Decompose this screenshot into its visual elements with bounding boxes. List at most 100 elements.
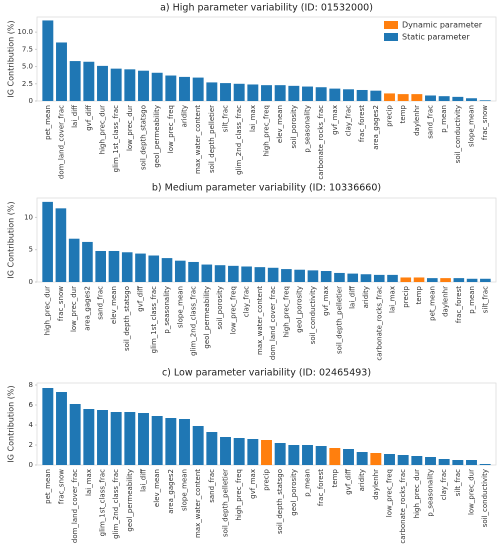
x-tick-label: glim_1st_class_frac bbox=[150, 286, 158, 354]
bar bbox=[274, 85, 286, 101]
x-tick-label: geol_porosity bbox=[296, 286, 304, 333]
plot-frame bbox=[36, 197, 497, 283]
bar bbox=[188, 261, 199, 282]
x-tick-label: silt_frac bbox=[222, 105, 230, 132]
bar bbox=[206, 432, 218, 465]
x-tick-label: p_seasonality bbox=[427, 469, 435, 517]
x-tick-label: low_prec_dur bbox=[126, 105, 134, 151]
bar bbox=[400, 277, 412, 282]
bar bbox=[288, 85, 300, 101]
bar bbox=[138, 413, 149, 465]
bar bbox=[334, 272, 345, 282]
x-tick-label: elev_mean bbox=[153, 469, 161, 507]
bar bbox=[110, 68, 122, 101]
panel-title: a) High parameter variability (ID: 01532… bbox=[160, 3, 373, 14]
y-tick-label: 10.0 bbox=[17, 28, 33, 36]
legend-swatch bbox=[384, 21, 398, 29]
y-tick-label: 4 bbox=[29, 421, 34, 429]
bar bbox=[370, 453, 382, 465]
panel-title: c) Low parameter variability (ID: 024654… bbox=[162, 368, 371, 379]
x-tick-label: lai_max bbox=[389, 286, 397, 313]
x-tick-label: high_prec_dur bbox=[99, 105, 107, 154]
bar bbox=[151, 72, 163, 101]
x-tick-label: elev_mean bbox=[276, 105, 284, 143]
bar bbox=[294, 269, 305, 282]
bar bbox=[274, 443, 286, 465]
bar bbox=[466, 460, 477, 465]
bar bbox=[480, 278, 491, 282]
bar bbox=[151, 416, 163, 465]
x-tick-label: low_prec_dur bbox=[70, 286, 78, 332]
y-tick-label: 0 bbox=[29, 461, 33, 469]
bar bbox=[302, 86, 313, 101]
bar bbox=[427, 278, 438, 282]
bar bbox=[192, 426, 204, 465]
y-tick-label: 0 bbox=[29, 97, 33, 105]
bar bbox=[241, 266, 252, 282]
x-tick-label: gvf_diff bbox=[85, 105, 93, 131]
x-tick-label: geol_porosity bbox=[290, 469, 298, 516]
x-tick-label: high_prec_freq bbox=[235, 469, 243, 521]
y-tick-label: 7.5 bbox=[22, 45, 33, 53]
x-tick-label: soil_conductivity bbox=[481, 469, 489, 527]
y-tick-label: 8 bbox=[29, 381, 33, 389]
x-tick-label: glim_2nd_class_frac bbox=[112, 469, 120, 539]
x-tick-label: geol_permeability bbox=[203, 286, 211, 349]
x-tick-label: slope_mean bbox=[468, 105, 476, 147]
x-tick-label: lai_diff bbox=[71, 105, 79, 128]
bar bbox=[466, 278, 478, 282]
y-tick-label: 6 bbox=[29, 401, 34, 409]
bar bbox=[307, 270, 319, 282]
bar bbox=[42, 388, 54, 465]
y-axis-label: IG Contribution (%) bbox=[7, 201, 16, 278]
x-tick-label: glim_1st_class_frac bbox=[112, 105, 120, 173]
x-tick-label: soil_conductivity bbox=[309, 286, 317, 344]
x-tick-label: frac_forest bbox=[455, 286, 463, 323]
bar bbox=[356, 89, 368, 101]
bar bbox=[397, 94, 409, 101]
bar bbox=[397, 455, 409, 465]
bar bbox=[83, 409, 95, 465]
x-tick-label: soil_depth_statsgo bbox=[123, 286, 131, 351]
bar bbox=[138, 70, 149, 101]
bar bbox=[97, 65, 108, 101]
bar bbox=[233, 83, 245, 101]
bar bbox=[479, 100, 491, 101]
x-tick-label: lai_max bbox=[249, 105, 257, 132]
bar bbox=[261, 85, 272, 101]
y-tick-label: 5 bbox=[29, 246, 33, 254]
x-tick-label: silt_frac bbox=[454, 469, 462, 496]
bar bbox=[165, 75, 177, 101]
bar bbox=[453, 278, 465, 282]
bar bbox=[82, 241, 93, 282]
y-tick-label: 5.0 bbox=[22, 63, 33, 71]
bar bbox=[56, 392, 67, 465]
bar bbox=[452, 96, 464, 101]
x-tick-label: slope_mean bbox=[176, 286, 184, 328]
x-tick-label: frac_forest bbox=[358, 105, 366, 142]
x-tick-label: glim_2nd_class_frac bbox=[190, 286, 198, 356]
bar bbox=[425, 457, 436, 465]
legend-label: Dynamic parameter bbox=[402, 21, 483, 30]
x-tick-label: lai_diff bbox=[349, 286, 357, 309]
bar bbox=[288, 445, 300, 465]
x-tick-label: temp bbox=[415, 285, 423, 304]
x-tick-label: dom_land_cover_frac bbox=[269, 286, 277, 360]
x-tick-label: gvf_max bbox=[249, 469, 257, 499]
bar bbox=[370, 90, 382, 101]
panel: a) High parameter variability (ID: 01532… bbox=[7, 3, 497, 180]
x-tick-label: slope_mean bbox=[181, 469, 189, 511]
panel-title: b) Medium parameter variability (ID: 103… bbox=[152, 183, 381, 194]
bar bbox=[343, 89, 354, 101]
x-tick-label: low_prec_freq bbox=[386, 469, 394, 517]
x-tick-label: lai_diff bbox=[140, 469, 148, 492]
x-tick-label: high_prec_freq bbox=[263, 105, 271, 157]
bar bbox=[360, 274, 372, 282]
bar bbox=[174, 260, 186, 282]
x-tick-label: pet_mean bbox=[428, 286, 436, 321]
x-tick-label: precip bbox=[386, 104, 394, 126]
x-tick-label: p_seasonality bbox=[163, 286, 171, 334]
x-tick-label: clay_frac bbox=[243, 286, 251, 317]
x-tick-label: p_mean bbox=[440, 105, 448, 133]
x-tick-label: soil_depth_statsgo bbox=[276, 469, 284, 534]
